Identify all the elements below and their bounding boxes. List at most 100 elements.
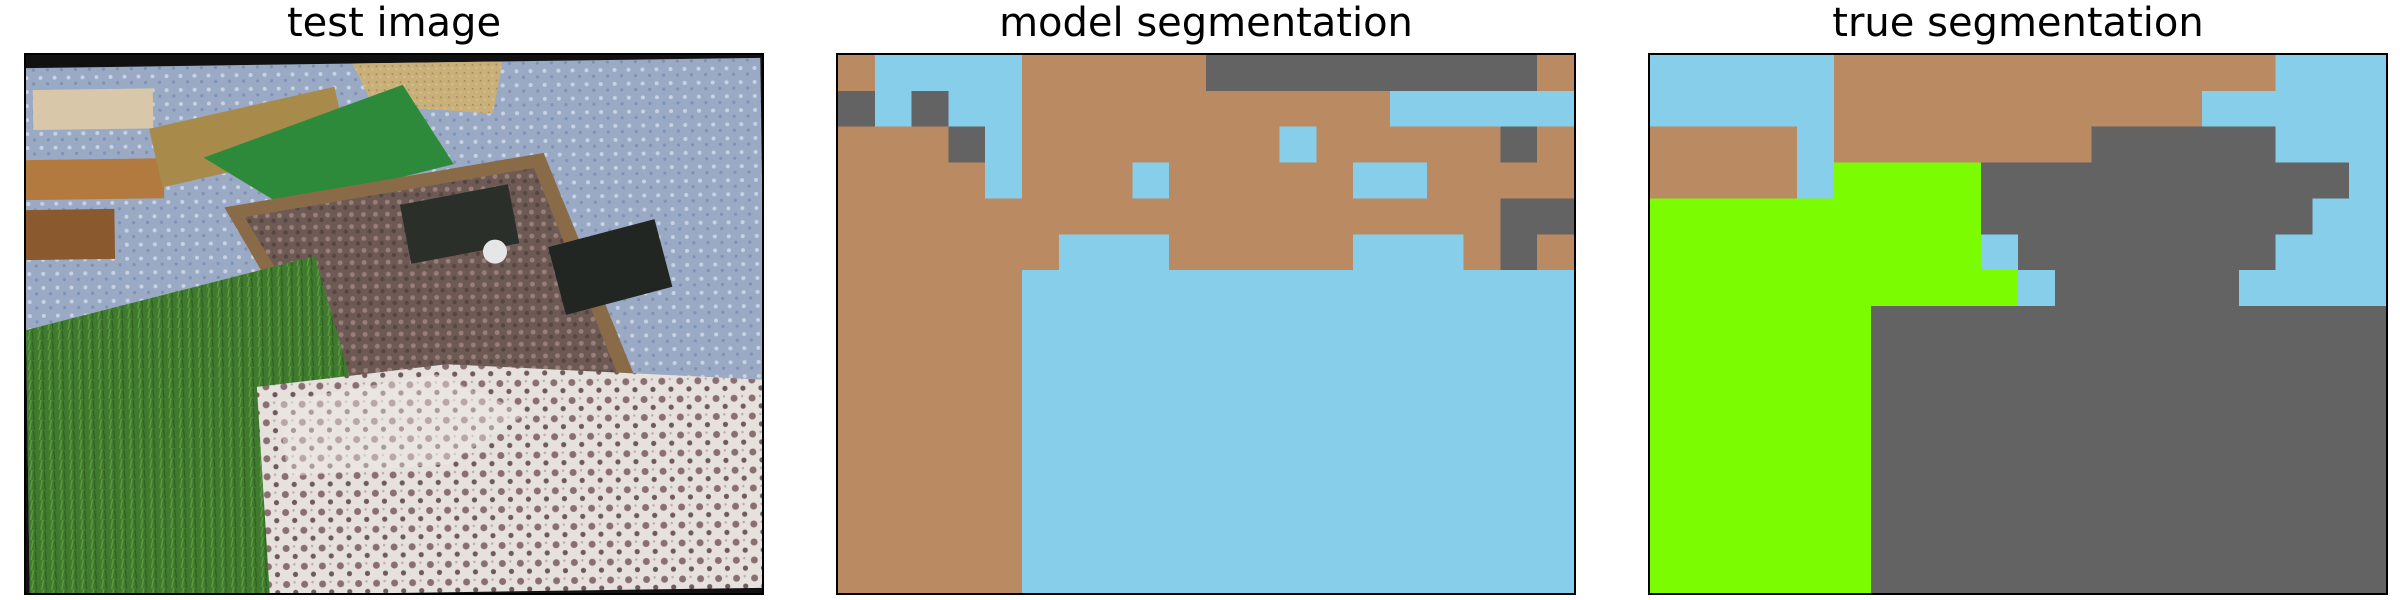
segment-cell-brown [874,270,913,307]
segment-cell-sky [1169,270,1207,307]
segment-cell-brown [1650,162,1688,200]
segment-cell-sky [1723,90,1762,128]
segment-cell-gray [2349,449,2386,487]
segment-cell-brown [1760,162,1798,200]
segment-cell-sky [1206,485,1244,522]
segment-cell-brown [948,521,986,558]
segment-cell-green [1723,377,1762,415]
segment-cell-sky [1169,306,1207,343]
segment-cell-sky [1353,234,1391,271]
segment-cell-gray [2238,521,2277,558]
segment-cell-sky [1279,341,1318,379]
segment-cell-sky [1022,306,1060,343]
model-segmentation-grid [838,55,1574,593]
segment-cell-green [1870,270,1909,307]
segment-cell-sky [1095,306,1134,343]
segment-cell-gray [2312,485,2350,522]
segment-cell-brown [1132,90,1170,128]
segment-cell-gray [2128,413,2166,451]
segment-cell-gray [2312,162,2350,200]
segment-cell-brown [911,126,950,164]
test-image-title: test image [286,0,502,46]
segment-cell-gray [2312,306,2350,343]
segment-cell-brown [1132,126,1170,164]
segment-cell-sky [1242,341,1281,379]
segment-cell-green [1797,234,1835,271]
segment-cell-gray [2165,341,2203,379]
segment-cell-green [1760,270,1798,307]
segment-cell-brown [1206,90,1244,128]
segment-cell-sky [1723,55,1762,92]
segment-cell-sky [1132,557,1170,593]
segment-cell-green [1760,377,1798,415]
segment-cell-gray [1981,377,2019,415]
segment-cell-gray [1870,485,1909,522]
segment-cell-green [1723,234,1762,271]
segment-cell-sky [1206,521,1244,558]
segment-cell-sky [1650,55,1688,92]
segment-cell-sky [1426,557,1465,593]
segment-cell-brown [1981,126,2019,164]
segment-cell-brown [1095,162,1134,200]
segment-cell-brown [1500,162,1538,200]
segment-cell-sky [1353,557,1391,593]
segment-cell-sky [1316,341,1354,379]
segment-cell-brown [838,306,876,343]
segment-cell-gray [2054,341,2093,379]
segment-cell-sky [1353,162,1391,200]
segment-cell-gray [2238,198,2277,236]
segment-cell-sky [2349,234,2386,271]
segment-cell-brown [1242,126,1281,164]
segment-cell-sky [1095,377,1134,415]
segment-cell-sky [1022,521,1060,558]
segment-cell-sky [1390,485,1428,522]
segment-cell-sky [1390,557,1428,593]
segment-cell-green [1760,521,1798,558]
segment-cell-brown [1206,198,1244,236]
segment-cell-green [1944,162,1982,200]
segment-cell-brown [1537,234,1574,271]
segment-cell-sky [1022,270,1060,307]
segment-cell-brown [1537,162,1574,200]
segment-cell-green [1834,377,1872,415]
segment-cell-green [1723,449,1762,487]
segment-cell-brown [948,449,986,487]
segment-cell-green [1760,306,1798,343]
segment-cell-gray [1944,485,1982,522]
segment-cell-gray [2238,413,2277,451]
segment-cell-green [1834,341,1872,379]
segment-cell-brown [948,377,986,415]
segment-cell-brown [911,377,950,415]
segment-cell-brown [911,198,950,236]
segment-cell-gray [1390,55,1428,92]
segment-cell-gray [1426,55,1465,92]
segment-cell-gray [2054,557,2093,593]
segment-cell-gray [2091,162,2130,200]
segment-cell-sky [1463,306,1502,343]
segment-cell-sky [1095,521,1134,558]
segment-cell-brown [1316,126,1354,164]
segment-cell-brown [838,234,876,271]
segment-cell-sky [1058,270,1097,307]
segment-cell-sky [985,162,1023,200]
segment-cell-brown [1316,90,1354,128]
segment-cell-brown [911,234,950,271]
segment-cell-green [1797,485,1835,522]
segment-cell-gray [1907,341,1946,379]
true-segmentation-title: true segmentation [1832,0,2204,46]
segment-cell-brown [1390,198,1428,236]
segment-cell-brown [2018,90,2056,128]
segment-cell-green [1797,557,1835,593]
segment-cell-sky [1316,413,1354,451]
segment-cell-sky [1022,377,1060,415]
segment-cell-green [1760,413,1798,451]
segment-cell-gray [2165,413,2203,451]
segment-cell-gray [2128,162,2166,200]
segment-cell-gray [1944,306,1982,343]
segment-cell-sky [948,55,986,92]
segment-cell-gray [2349,377,2386,415]
segment-cell-sky [2275,126,2314,164]
segment-cell-sky [1169,341,1207,379]
segment-cell-gray [2275,521,2314,558]
segment-cell-gray [2275,306,2314,343]
